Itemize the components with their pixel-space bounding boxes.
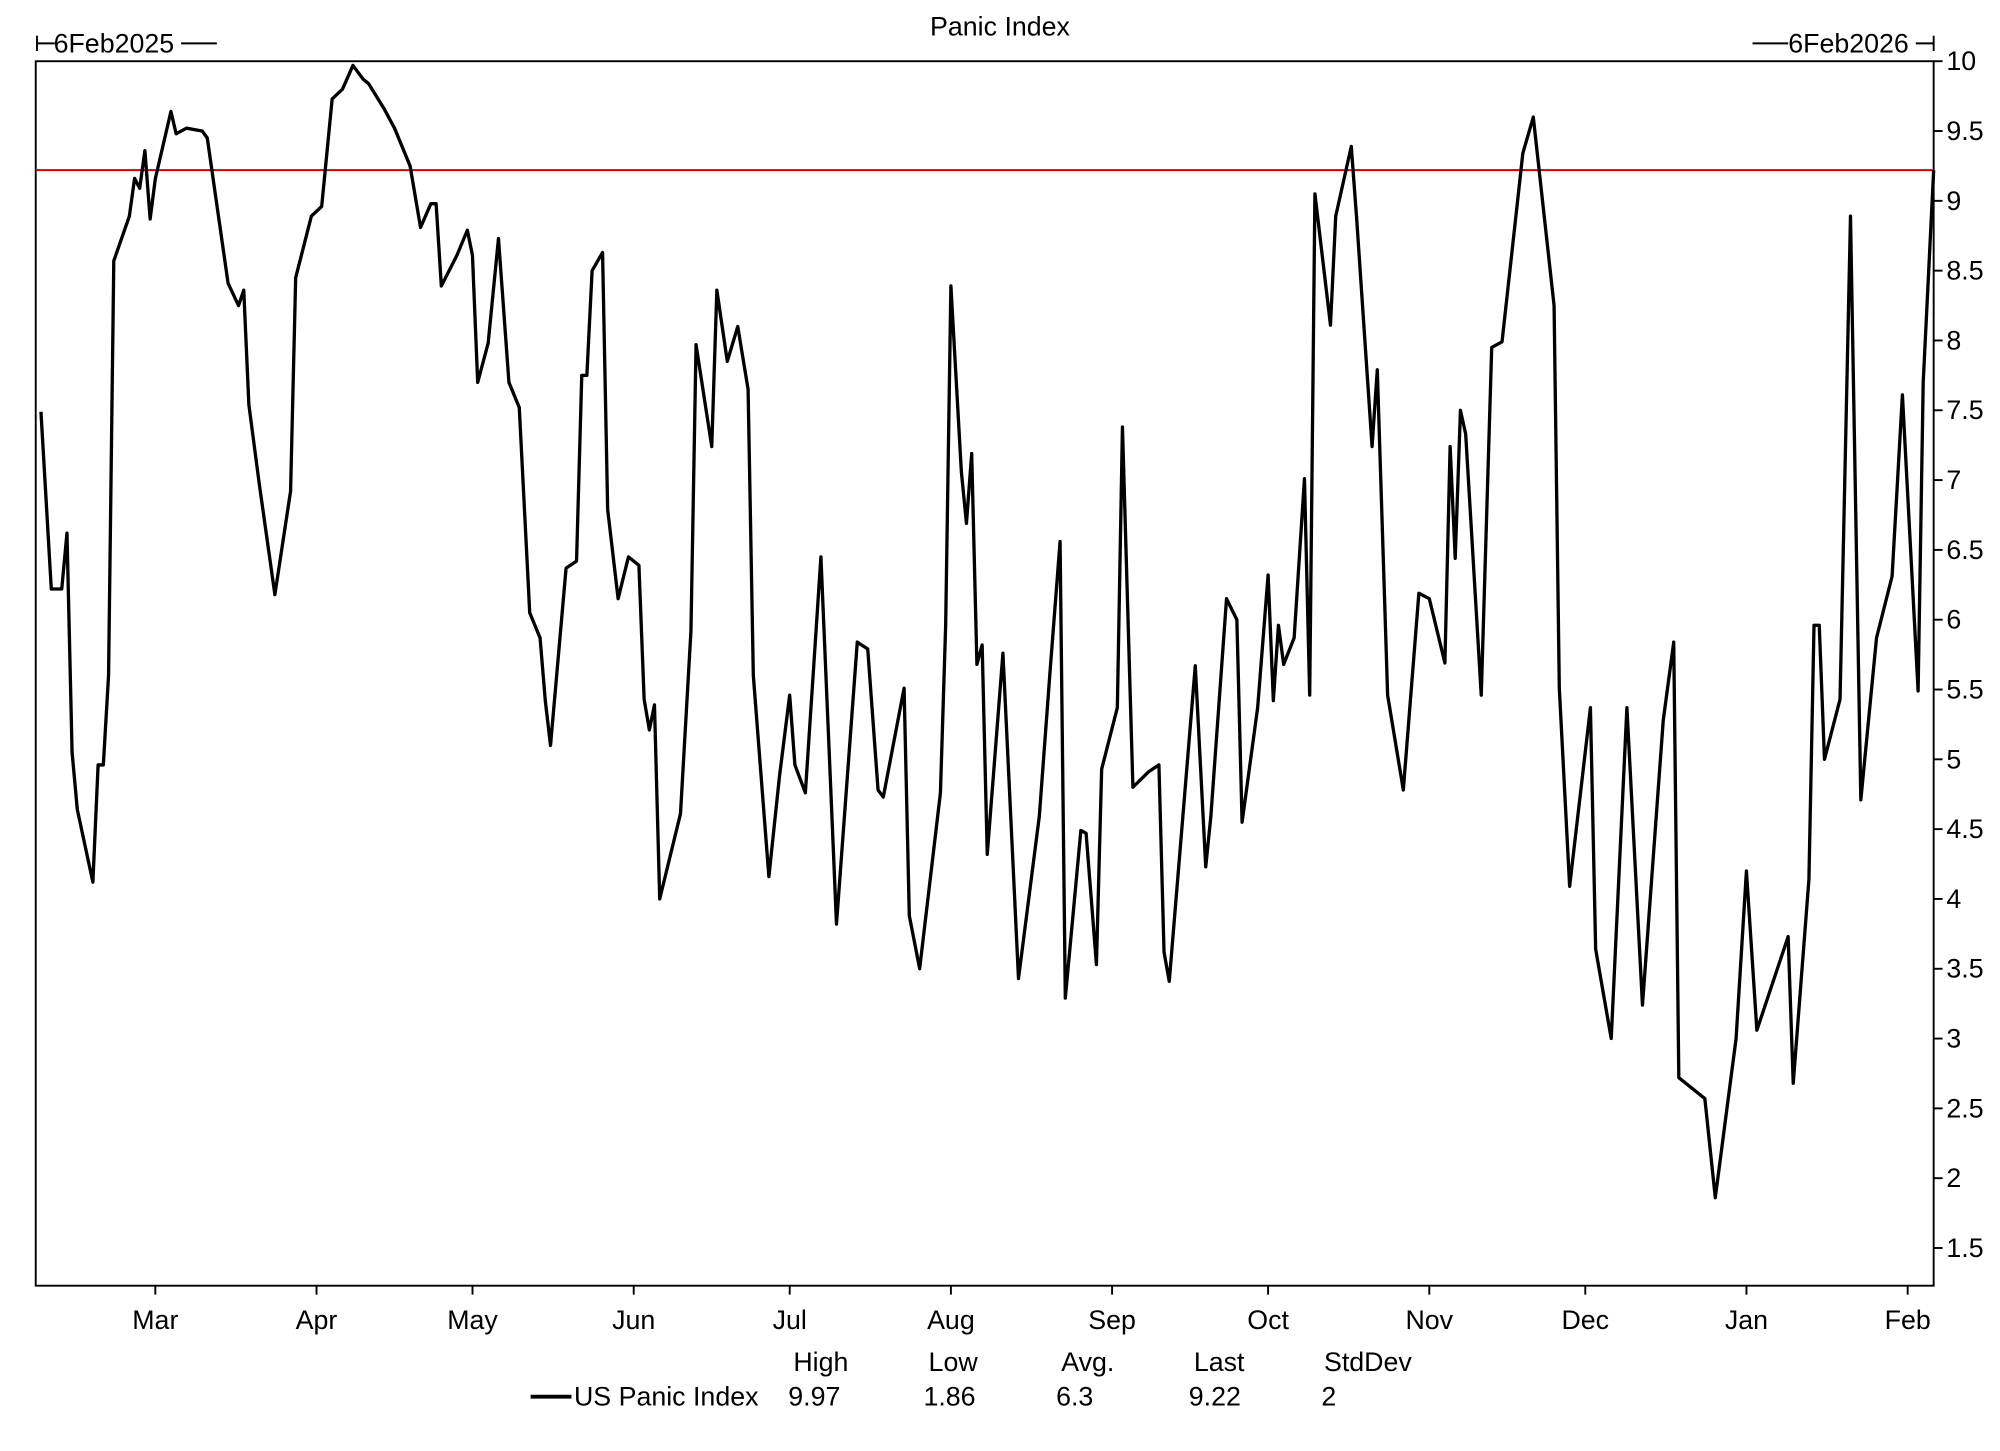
y-tick-label: 4.5: [1946, 814, 1983, 844]
y-tick-label: 10: [1946, 46, 1976, 76]
legend-value: 9.97: [788, 1382, 840, 1412]
y-tick-label: 5.5: [1946, 674, 1983, 704]
y-tick-label: 6: [1946, 605, 1961, 635]
y-tick-label: 2: [1946, 1163, 1961, 1193]
y-tick-label: 6.5: [1946, 535, 1983, 565]
end-date-label: 6Feb2026: [1788, 28, 1909, 58]
legend-value: 6.3: [1056, 1382, 1093, 1412]
y-tick-label: 3.5: [1946, 954, 1983, 984]
y-tick-label: 9.5: [1946, 116, 1983, 146]
x-axis: Mar Apr May Jun Jul Aug Sep Oct Nov Dec Jan Feb: [132, 1285, 1931, 1335]
x-tick-label: Aug: [927, 1305, 975, 1335]
x-tick-label: Feb: [1885, 1305, 1931, 1335]
x-tick-label: Oct: [1247, 1305, 1289, 1335]
legend-header: Low: [929, 1347, 979, 1377]
legend-value: 1.86: [923, 1382, 975, 1412]
legend-header: StdDev: [1324, 1347, 1412, 1377]
x-tick-label: May: [447, 1305, 498, 1335]
y-tick-label: 7.5: [1946, 395, 1983, 425]
x-tick-label: Apr: [296, 1305, 338, 1335]
end-date-marker: 6Feb2026: [1752, 28, 1935, 58]
legend: US Panic Index High Low Avg. Last StdDev 9.97…: [530, 1347, 1412, 1412]
start-date-label: 6Feb2025: [54, 28, 175, 58]
x-tick-label: Dec: [1561, 1305, 1609, 1335]
legend-header: Avg.: [1061, 1347, 1114, 1377]
y-tick-label: 3: [1946, 1023, 1961, 1053]
x-tick-label: Jul: [773, 1305, 807, 1335]
legend-series-name: US Panic Index: [574, 1382, 759, 1412]
y-tick-label: 7: [1946, 465, 1961, 495]
y-tick-label: 8.5: [1946, 256, 1983, 286]
y-tick-label: 8: [1946, 325, 1961, 355]
x-tick-label: Jun: [612, 1305, 655, 1335]
start-date-marker: 6Feb2025: [36, 28, 217, 58]
legend-value: 9.22: [1189, 1382, 1241, 1412]
y-tick-label: 1.5: [1946, 1233, 1983, 1263]
y-axis: 1.5 2 2.5 3 3.5 4 4.5 5 5.5 6 6.5 7 7.5 8 8.5 9 9.5 10: [1933, 46, 1984, 1263]
legend-header: Last: [1194, 1347, 1245, 1377]
legend-header: High: [793, 1347, 848, 1377]
chart-title: Panic Index: [930, 12, 1070, 42]
x-tick-label: Mar: [132, 1305, 178, 1335]
series-line-us-panic-index: [39, 63, 1936, 1200]
x-tick-label: Jan: [1725, 1305, 1768, 1335]
y-tick-label: 5: [1946, 744, 1961, 774]
y-tick-label: 9: [1946, 186, 1961, 216]
x-tick-label: Sep: [1088, 1305, 1136, 1335]
y-tick-label: 2.5: [1946, 1093, 1983, 1123]
plot-area: [34, 60, 1935, 1287]
y-tick-label: 4: [1946, 884, 1961, 914]
legend-value: 2: [1321, 1382, 1336, 1412]
x-tick-label: Nov: [1405, 1305, 1453, 1335]
